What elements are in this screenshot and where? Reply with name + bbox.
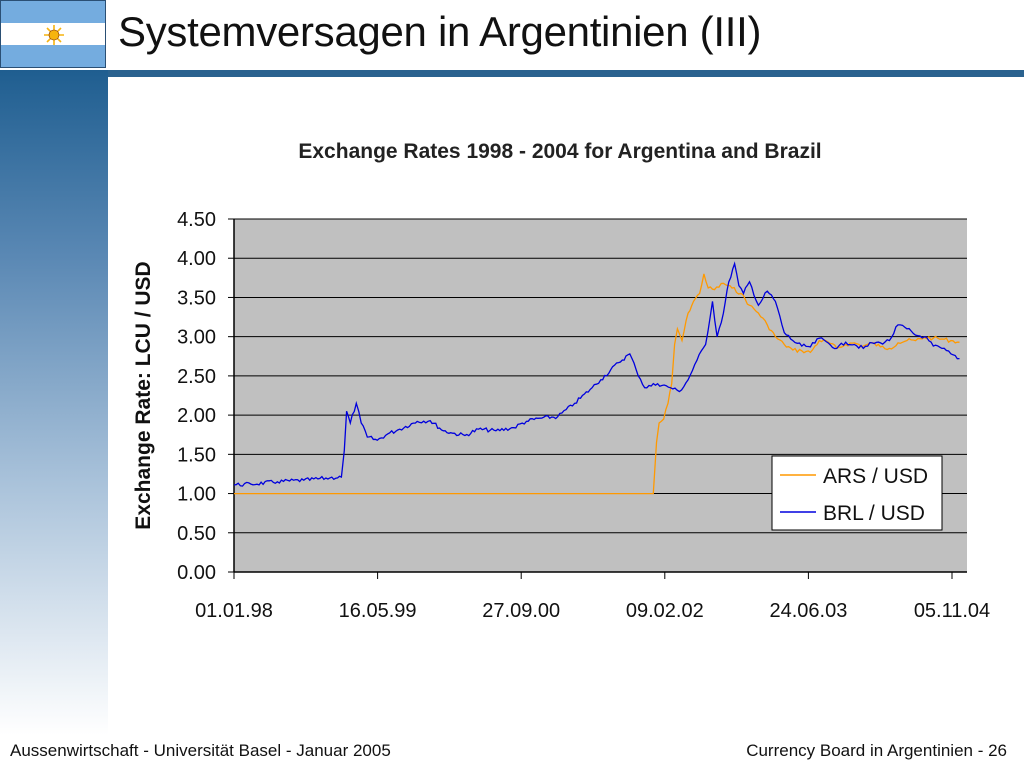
title-underline-bar <box>108 70 1024 77</box>
sidebar-gradient <box>0 70 108 735</box>
axes <box>233 219 967 573</box>
x-tick-label: 24.06.03 <box>769 600 847 622</box>
legend: ARS / USD BRL / USD <box>771 455 943 531</box>
y-tick-label: 1.50 <box>177 444 216 466</box>
legend-label: BRL / USD <box>823 502 925 525</box>
y-tick-label: 4.50 <box>177 209 216 231</box>
x-tick-label: 05.11.04 <box>914 600 990 622</box>
y-tick-label: 2.00 <box>177 405 216 427</box>
series-line <box>234 273 960 495</box>
slide-title: Systemversagen in Argentinien (III) <box>118 8 762 55</box>
footer-left: Aussenwirtschaft - Universität Basel - J… <box>10 741 391 760</box>
y-axis-ticks: 0.00 0.50 1.00 1.50 2.00 2.50 3.00 3.50 4.00 4.50 <box>177 209 234 584</box>
y-tick-label: 3.00 <box>177 327 216 349</box>
legend-box <box>771 455 943 531</box>
x-axis-ticks: 01.01.98 16.05.99 27.09.00 09.02.02 24.06.03… <box>195 572 990 622</box>
y-axis-label: Exchange Rate: LCU / USD <box>132 261 155 529</box>
y-tick-label: 0.00 <box>177 562 216 584</box>
y-tick-label: 3.50 <box>177 287 216 309</box>
y-tick-label: 1.00 <box>177 484 216 506</box>
flag-stripe-top <box>1 1 105 23</box>
legend-label: ARS / USD <box>823 465 928 488</box>
sun-icon <box>44 25 64 45</box>
x-tick-label: 16.05.99 <box>339 600 417 622</box>
chart-title: Exchange Rates 1998 - 2004 for Argentina… <box>298 140 821 163</box>
x-tick-label: 01.01.98 <box>195 600 273 622</box>
series-layer <box>233 261 960 495</box>
y-tick-label: 2.50 <box>177 366 216 388</box>
footer-right: Currency Board in Argentinien - 26 <box>746 741 1007 760</box>
y-tick-label: 0.50 <box>177 523 216 545</box>
argentina-flag-icon <box>0 0 106 68</box>
x-tick-label: 27.09.00 <box>482 600 560 622</box>
series-line <box>233 261 960 487</box>
y-tick-label: 4.00 <box>177 248 216 270</box>
flag-stripe-bottom <box>1 45 105 67</box>
x-tick-label: 09.02.02 <box>626 600 704 622</box>
